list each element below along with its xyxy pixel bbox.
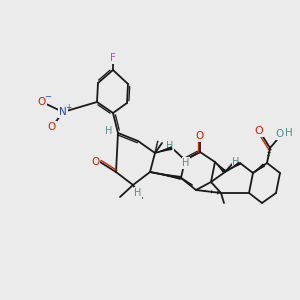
Text: O: O [255,126,263,136]
Text: +: + [65,103,71,112]
Text: O: O [38,97,46,107]
Polygon shape [155,146,172,153]
Text: O: O [48,122,56,132]
Text: O: O [196,131,204,141]
Text: F: F [110,53,116,63]
Text: H: H [182,158,190,168]
Polygon shape [215,162,226,174]
Text: O: O [276,129,284,139]
Text: H: H [105,126,113,136]
Polygon shape [253,164,265,173]
Text: O: O [91,157,99,167]
Text: H: H [285,128,293,138]
Text: −: − [44,92,52,101]
Text: H: H [166,141,174,151]
Text: N: N [59,107,67,117]
Polygon shape [150,172,182,180]
Text: H: H [134,188,142,198]
Text: H: H [232,157,240,167]
Polygon shape [225,161,241,172]
